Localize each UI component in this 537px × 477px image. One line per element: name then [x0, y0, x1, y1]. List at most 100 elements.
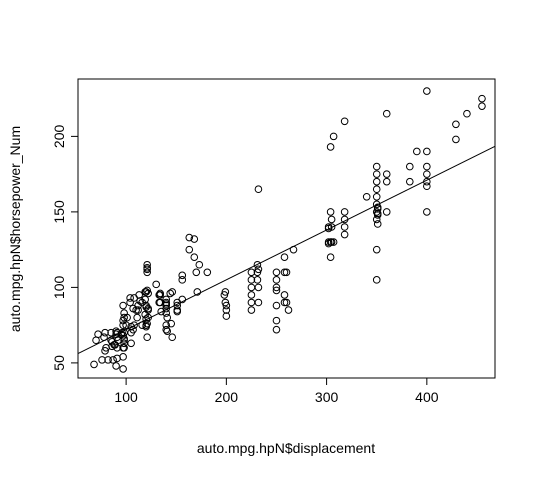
data-point: [423, 162, 431, 171]
data-point: [142, 315, 150, 323]
data-point: [282, 298, 291, 307]
data-point: [152, 280, 160, 289]
data-point: [178, 295, 187, 304]
data-point: [222, 306, 231, 314]
data-point: [382, 177, 391, 186]
data-point: [168, 288, 177, 296]
data-point: [162, 298, 171, 307]
data-point: [98, 356, 106, 364]
data-point: [280, 268, 289, 277]
data-point: [382, 208, 391, 216]
data-point: [129, 325, 137, 334]
y-axis-title: auto.mpg.hpN$horsepower_Num: [7, 126, 23, 332]
plot-box: [77, 78, 496, 379]
data-point: [247, 268, 256, 277]
data-point: [104, 356, 112, 364]
data-point: [142, 321, 150, 329]
data-point: [478, 94, 486, 103]
data-point: [452, 120, 460, 129]
data-point: [324, 223, 333, 231]
data-point: [100, 333, 108, 342]
data-point: [253, 276, 262, 284]
data-point: [143, 268, 151, 277]
data-point: [253, 260, 262, 269]
data-point: [372, 192, 381, 201]
data-point: [327, 215, 336, 224]
y-tick-label: 200: [51, 124, 67, 148]
data-point: [247, 306, 256, 314]
x-tick-label: 200: [215, 389, 239, 405]
data-point: [190, 253, 199, 261]
data-point: [413, 147, 421, 156]
data-point: [163, 313, 172, 322]
data-point: [372, 276, 381, 284]
data-point: [133, 313, 141, 322]
data-point: [195, 260, 204, 269]
data-point: [373, 209, 382, 218]
data-point: [382, 109, 391, 118]
data-point: [282, 268, 291, 277]
data-point: [185, 233, 194, 242]
data-point: [120, 343, 128, 352]
data-point: [221, 288, 230, 296]
regression-line-layer: [77, 145, 496, 355]
data-point: [423, 208, 431, 216]
data-point: [144, 289, 152, 298]
data-point: [143, 333, 151, 342]
data-point: [372, 215, 381, 224]
data-point: [272, 325, 281, 334]
data-point: [382, 170, 391, 178]
data-point: [126, 294, 134, 302]
data-point: [127, 339, 135, 348]
data-point: [162, 309, 171, 317]
data-point: [142, 288, 150, 296]
data-point: [254, 265, 263, 274]
data-point: [126, 298, 134, 307]
data-point: [272, 276, 281, 284]
data-point: [178, 276, 187, 284]
data-points: [90, 87, 486, 373]
data-point: [423, 87, 431, 95]
data-point: [254, 283, 263, 292]
data-point: [119, 353, 127, 361]
regression-line: [77, 145, 496, 355]
data-point: [247, 291, 256, 299]
data-point: [289, 245, 298, 254]
y-tick-label: 50: [51, 355, 67, 371]
data-point: [327, 223, 336, 231]
data-point: [132, 306, 140, 314]
data-point: [478, 102, 486, 110]
data-point: [166, 289, 175, 298]
data-point: [340, 223, 349, 231]
data-point: [405, 162, 414, 171]
data-point: [423, 182, 431, 191]
data-point: [280, 253, 289, 261]
data-point: [190, 235, 199, 243]
data-point: [372, 170, 381, 178]
data-point: [423, 170, 431, 178]
data-point: [109, 356, 117, 364]
data-point: [222, 312, 231, 320]
x-tick-label: 400: [415, 389, 439, 405]
data-point: [94, 330, 102, 339]
data-point: [247, 298, 256, 307]
data-point: [192, 268, 201, 277]
data-point: [272, 283, 281, 292]
data-point: [372, 162, 381, 171]
data-point: [168, 333, 177, 342]
data-point: [372, 245, 381, 254]
data-point: [362, 192, 371, 201]
data-point: [162, 325, 171, 334]
data-point: [280, 291, 289, 299]
data-point: [254, 185, 263, 194]
x-tick-label: 300: [315, 389, 339, 405]
data-point: [119, 301, 127, 310]
y-tick-label: 100: [51, 276, 67, 300]
data-point: [138, 321, 146, 329]
data-point: [120, 313, 128, 322]
data-point: [463, 109, 471, 118]
data-point: [247, 276, 256, 284]
data-point: [193, 288, 202, 296]
data-point: [372, 177, 381, 186]
data-point: [324, 238, 333, 246]
